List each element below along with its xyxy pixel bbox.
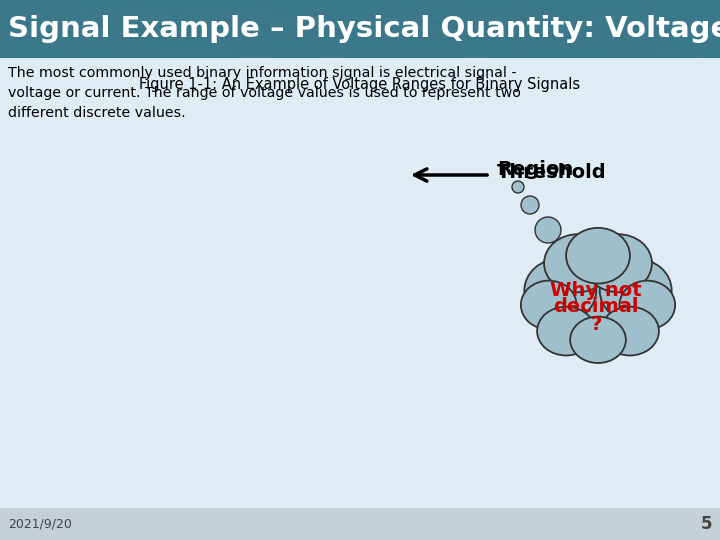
Bar <box>0 508 720 540</box>
Ellipse shape <box>585 234 652 292</box>
Ellipse shape <box>537 307 595 355</box>
Ellipse shape <box>566 228 630 284</box>
Ellipse shape <box>524 259 596 322</box>
Text: Figure 1-1: An Example of Voltage Ranges for Binary Signals: Figure 1-1: An Example of Voltage Ranges… <box>140 78 580 92</box>
Ellipse shape <box>600 259 672 322</box>
Text: The most commonly used binary information signal is electrical signal -
voltage : The most commonly used binary informatio… <box>8 66 521 120</box>
Ellipse shape <box>535 217 561 243</box>
Text: Why not: Why not <box>550 281 642 300</box>
Ellipse shape <box>521 281 577 329</box>
Ellipse shape <box>540 254 656 356</box>
Ellipse shape <box>512 181 524 193</box>
Bar <box>0 0 720 68</box>
Ellipse shape <box>570 316 626 363</box>
Ellipse shape <box>619 281 675 329</box>
Text: 5: 5 <box>701 515 712 533</box>
Ellipse shape <box>521 196 539 214</box>
Bar <box>0 58 720 508</box>
Text: Region: Region <box>497 160 573 179</box>
Text: Threshold: Threshold <box>497 163 607 182</box>
Text: Signal Example – Physical Quantity: Voltage: Signal Example – Physical Quantity: Volt… <box>8 15 720 43</box>
Text: 2021/9/20: 2021/9/20 <box>8 517 72 530</box>
Ellipse shape <box>544 234 611 292</box>
Ellipse shape <box>601 307 659 355</box>
Text: decimal: decimal <box>553 298 639 316</box>
Bar <box>0 0 720 58</box>
Text: ?: ? <box>590 315 602 334</box>
